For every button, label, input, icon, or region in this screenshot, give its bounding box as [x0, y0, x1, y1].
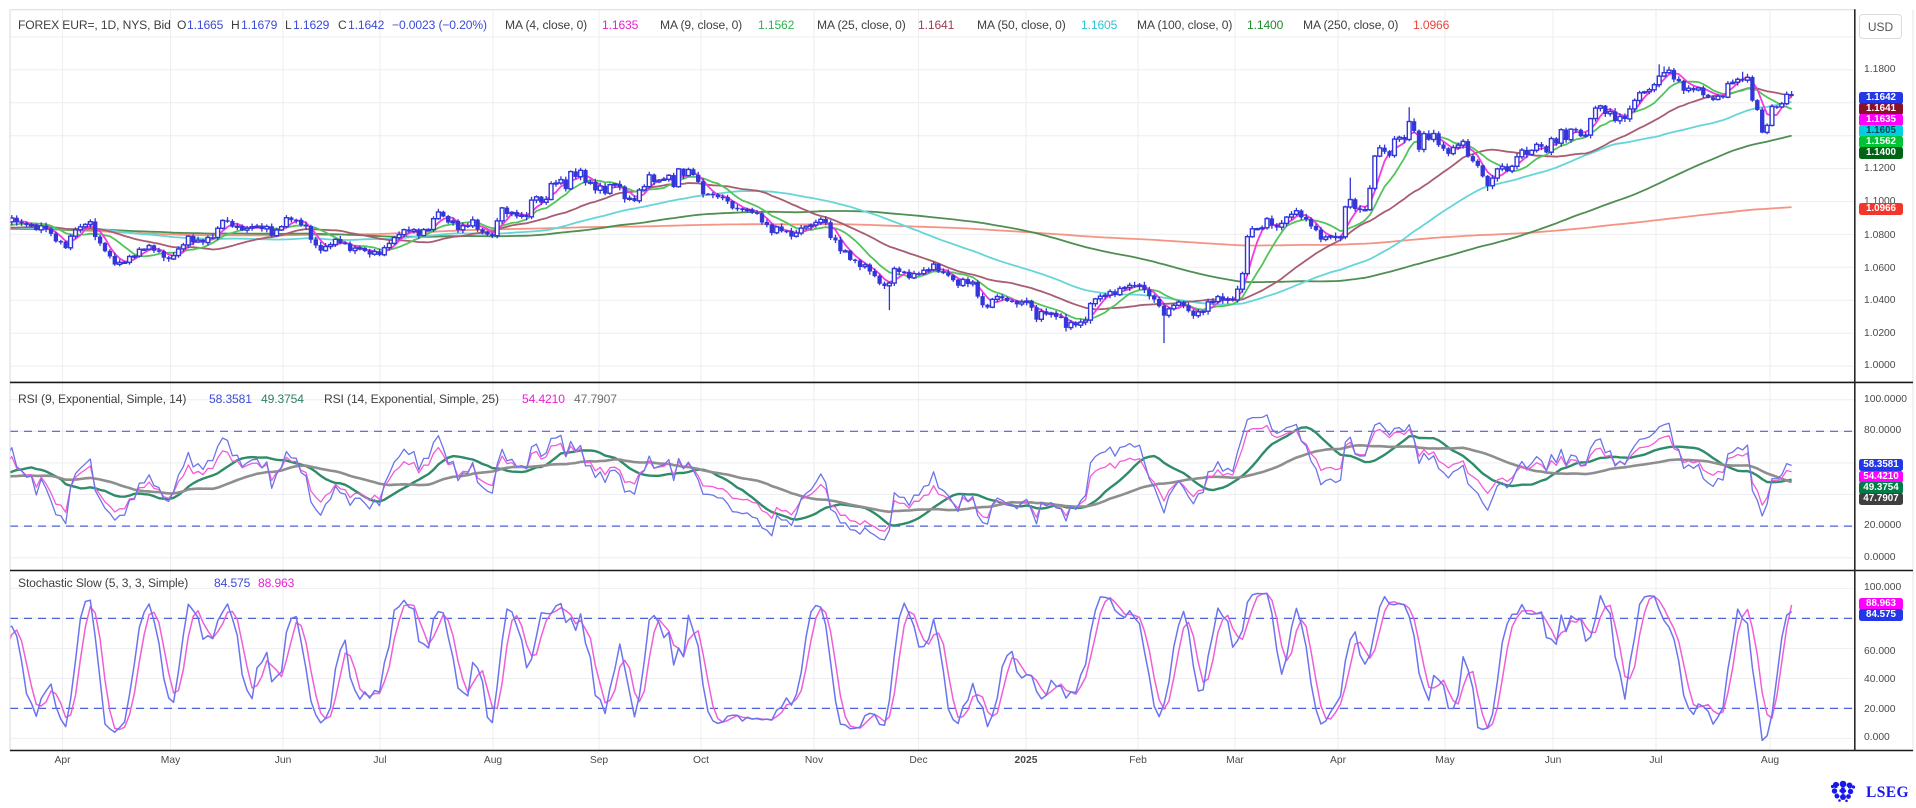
- svg-text:LSEG: LSEG: [1866, 784, 1909, 801]
